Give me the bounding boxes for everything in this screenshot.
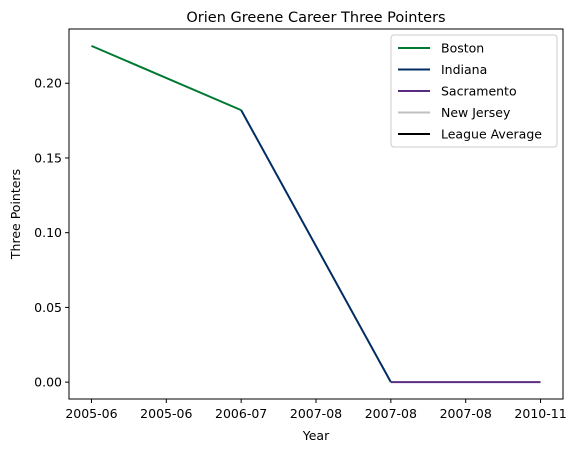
x-axis-label: Year xyxy=(302,428,330,443)
legend-label: League Average xyxy=(441,127,542,142)
y-tick-label: 0.00 xyxy=(34,375,62,390)
x-tick-label: 2006-07 xyxy=(215,406,267,421)
legend-label: Sacramento xyxy=(441,84,517,99)
x-tick-label: 2007-08 xyxy=(365,406,417,421)
x-tick-label: 2010-11 xyxy=(514,406,566,421)
legend-label: Boston xyxy=(441,41,484,56)
series-line-indiana xyxy=(241,110,391,382)
y-axis-label: Three Pointers xyxy=(8,169,23,260)
x-axis: 2005-06 2005-06 2006-07 2007-08 2007-08 2007-… xyxy=(65,399,566,421)
legend: Boston Indiana Sacramento New Jersey League … xyxy=(391,35,557,147)
x-tick-label: 2007-08 xyxy=(440,406,492,421)
x-tick-label: 2005-06 xyxy=(65,406,117,421)
y-axis: 0.00 0.05 0.10 0.15 0.20 xyxy=(34,76,69,390)
y-tick-label: 0.05 xyxy=(34,300,62,315)
y-tick-label: 0.20 xyxy=(34,76,62,91)
y-tick-label: 0.15 xyxy=(34,150,62,165)
series-line-boston xyxy=(91,46,241,110)
legend-label: New Jersey xyxy=(441,105,511,120)
chart-title: Orien Greene Career Three Pointers xyxy=(186,10,445,26)
x-tick-label: 2005-06 xyxy=(140,406,192,421)
x-tick-label: 2007-08 xyxy=(290,406,342,421)
legend-label: Indiana xyxy=(441,62,487,77)
y-tick-label: 0.10 xyxy=(34,225,62,240)
